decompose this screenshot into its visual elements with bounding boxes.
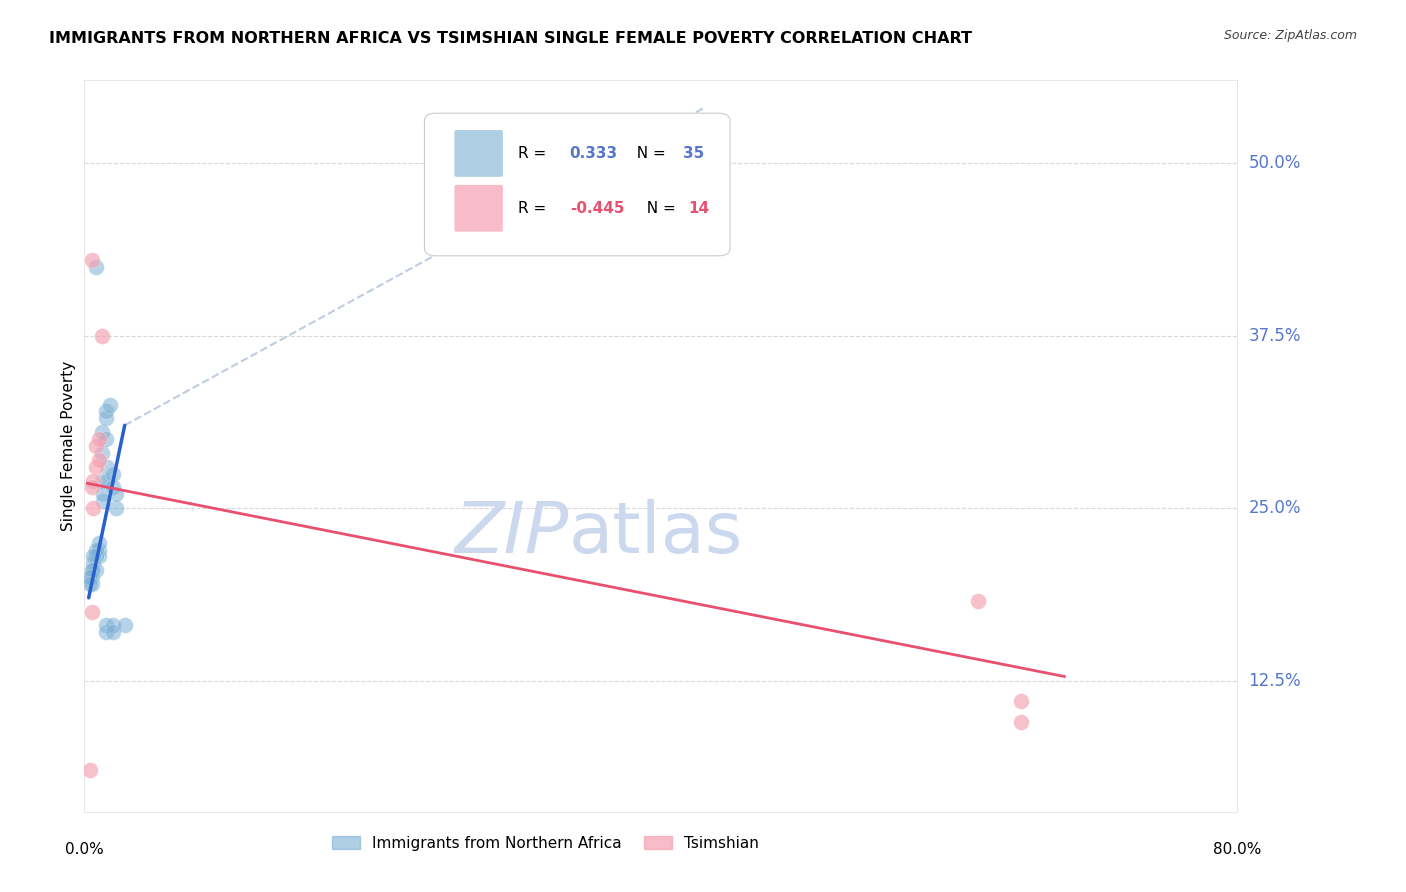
- Point: [105, 487, 128, 501]
- Text: Source: ZipAtlas.com: Source: ZipAtlas.com: [1223, 29, 1357, 42]
- Text: 35: 35: [683, 146, 704, 161]
- Point: [84, 260, 107, 274]
- Text: R =: R =: [517, 146, 555, 161]
- Text: 80.0%: 80.0%: [1213, 842, 1261, 857]
- Point: [87, 452, 110, 467]
- Point: [96, 474, 118, 488]
- Point: [90, 328, 112, 343]
- Text: 25.0%: 25.0%: [1249, 500, 1301, 517]
- Point: [94, 432, 117, 446]
- Text: 37.5%: 37.5%: [1249, 326, 1301, 344]
- Point: [87, 549, 110, 564]
- Point: [103, 625, 124, 640]
- Text: 12.5%: 12.5%: [1249, 672, 1301, 690]
- Point: [103, 480, 124, 494]
- Text: atlas: atlas: [568, 500, 742, 568]
- Text: ZIP: ZIP: [454, 500, 568, 568]
- Text: 14: 14: [689, 201, 710, 216]
- Text: N =: N =: [627, 146, 671, 161]
- Point: [87, 432, 110, 446]
- Point: [84, 542, 107, 557]
- Y-axis label: Single Female Poverty: Single Female Poverty: [60, 361, 76, 531]
- Point: [967, 593, 990, 607]
- Point: [80, 563, 103, 577]
- FancyBboxPatch shape: [454, 130, 503, 177]
- FancyBboxPatch shape: [425, 113, 730, 256]
- Point: [96, 459, 118, 474]
- Text: N =: N =: [637, 201, 681, 216]
- Point: [84, 563, 107, 577]
- Text: IMMIGRANTS FROM NORTHERN AFRICA VS TSIMSHIAN SINGLE FEMALE POVERTY CORRELATION C: IMMIGRANTS FROM NORTHERN AFRICA VS TSIMS…: [49, 31, 972, 46]
- Point: [82, 557, 104, 571]
- Point: [79, 570, 101, 584]
- Point: [1010, 714, 1032, 729]
- Point: [114, 618, 136, 632]
- Point: [84, 459, 107, 474]
- Point: [91, 487, 114, 501]
- Point: [84, 439, 107, 453]
- Point: [79, 764, 101, 778]
- Point: [82, 474, 104, 488]
- Text: 0.0%: 0.0%: [65, 842, 104, 857]
- Point: [80, 605, 103, 619]
- Point: [90, 425, 112, 440]
- Point: [90, 474, 112, 488]
- Point: [87, 535, 110, 549]
- Point: [87, 542, 110, 557]
- Point: [80, 570, 103, 584]
- Point: [80, 577, 103, 591]
- Text: -0.445: -0.445: [569, 201, 624, 216]
- Text: R =: R =: [517, 201, 551, 216]
- Point: [94, 618, 117, 632]
- Text: 50.0%: 50.0%: [1249, 154, 1301, 172]
- Point: [84, 549, 107, 564]
- Point: [80, 480, 103, 494]
- Point: [105, 501, 128, 516]
- Point: [82, 563, 104, 577]
- Point: [103, 618, 124, 632]
- Point: [94, 625, 117, 640]
- Point: [103, 467, 124, 481]
- Point: [82, 549, 104, 564]
- Point: [82, 501, 104, 516]
- Legend: Immigrants from Northern Africa, Tsimshian: Immigrants from Northern Africa, Tsimshi…: [326, 830, 765, 856]
- Point: [90, 446, 112, 460]
- Point: [80, 252, 103, 267]
- Point: [94, 411, 117, 425]
- Point: [79, 577, 101, 591]
- Point: [91, 494, 114, 508]
- Text: 0.333: 0.333: [569, 146, 617, 161]
- Point: [1010, 694, 1032, 708]
- Point: [94, 404, 117, 418]
- FancyBboxPatch shape: [454, 185, 503, 232]
- Point: [98, 398, 121, 412]
